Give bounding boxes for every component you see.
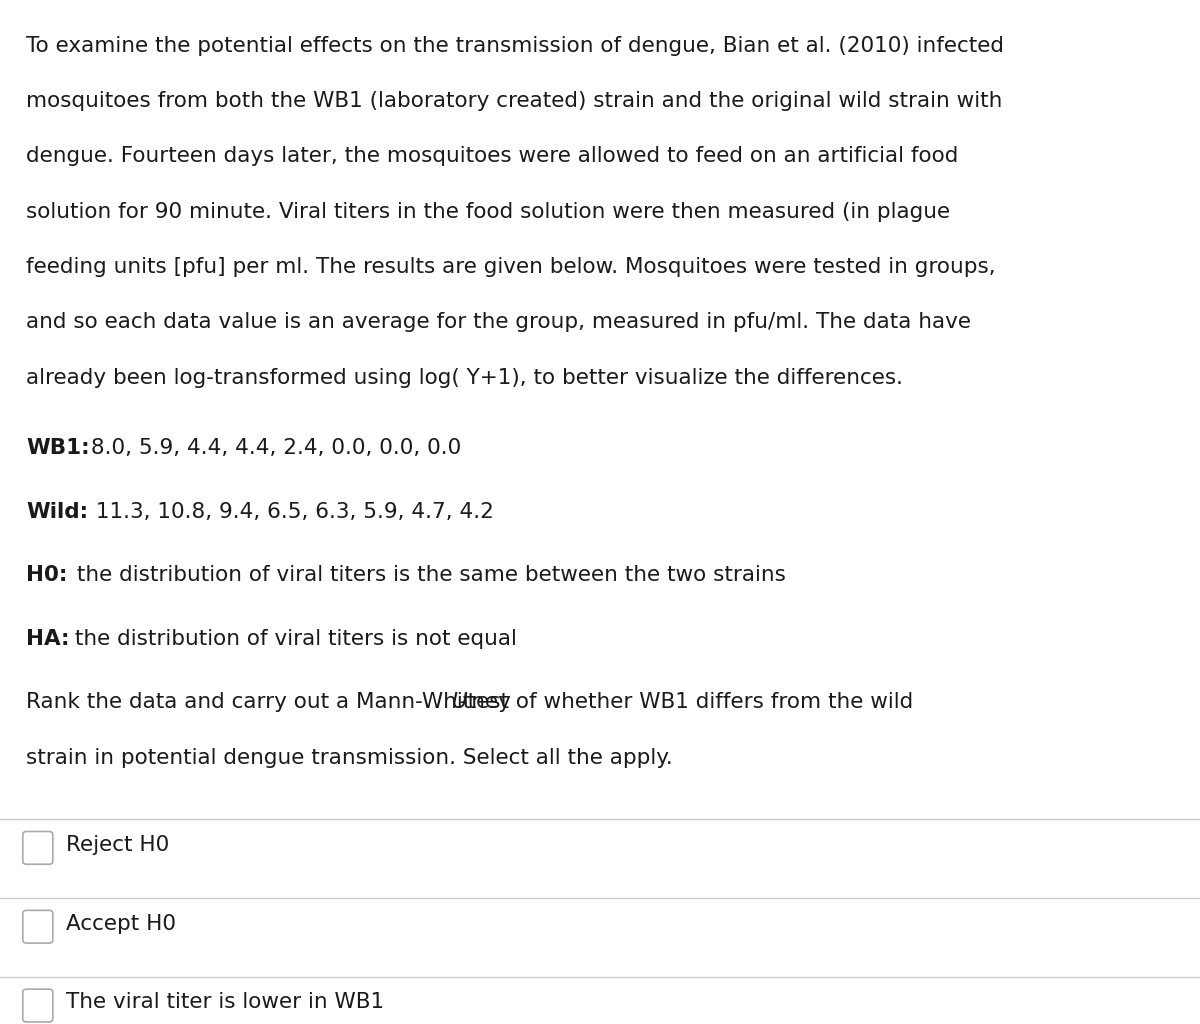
Text: WB1:: WB1: <box>26 438 90 459</box>
Text: and so each data value is an average for the group, measured in pfu/ml. The data: and so each data value is an average for… <box>26 312 972 333</box>
Text: Accept H0: Accept H0 <box>66 913 176 934</box>
FancyBboxPatch shape <box>23 831 53 864</box>
Text: feeding units [pfu] per ml. The results are given below. Mosquitoes were tested : feeding units [pfu] per ml. The results … <box>26 257 996 278</box>
Text: the distribution of viral titers is not equal: the distribution of viral titers is not … <box>68 629 517 649</box>
Text: HA:: HA: <box>26 629 70 649</box>
Text: 8.0, 5.9, 4.4, 4.4, 2.4, 0.0, 0.0, 0.0: 8.0, 5.9, 4.4, 4.4, 2.4, 0.0, 0.0, 0.0 <box>84 438 461 459</box>
Text: Reject H0: Reject H0 <box>66 835 169 855</box>
Text: Wild:: Wild: <box>26 502 89 522</box>
Text: already been log-transformed using log( Y+1), to better visualize the difference: already been log-transformed using log( … <box>26 368 904 388</box>
Text: U: U <box>452 692 468 713</box>
Text: Rank the data and carry out a Mann-Whitney: Rank the data and carry out a Mann-Whitn… <box>26 692 518 713</box>
Text: 11.3, 10.8, 9.4, 6.5, 6.3, 5.9, 4.7, 4.2: 11.3, 10.8, 9.4, 6.5, 6.3, 5.9, 4.7, 4.2 <box>89 502 493 522</box>
FancyBboxPatch shape <box>23 910 53 943</box>
FancyBboxPatch shape <box>23 989 53 1022</box>
Text: dengue. Fourteen days later, the mosquitoes were allowed to feed on an artificia: dengue. Fourteen days later, the mosquit… <box>26 146 959 167</box>
Text: H0:: H0: <box>26 565 67 586</box>
Text: The viral titer is lower in WB1: The viral titer is lower in WB1 <box>66 992 384 1013</box>
Text: To examine the potential effects on the transmission of dengue, Bian et al. (201: To examine the potential effects on the … <box>26 36 1004 56</box>
Text: mosquitoes from both the WB1 (laboratory created) strain and the original wild s: mosquitoes from both the WB1 (laboratory… <box>26 91 1003 112</box>
Text: -test of whether WB1 differs from the wild: -test of whether WB1 differs from the wi… <box>460 692 913 713</box>
Text: the distribution of viral titers is the same between the two strains: the distribution of viral titers is the … <box>70 565 786 586</box>
Text: solution for 90 minute. Viral titers in the food solution were then measured (in: solution for 90 minute. Viral titers in … <box>26 202 950 222</box>
Text: strain in potential dengue transmission. Select all the apply.: strain in potential dengue transmission.… <box>26 748 673 768</box>
